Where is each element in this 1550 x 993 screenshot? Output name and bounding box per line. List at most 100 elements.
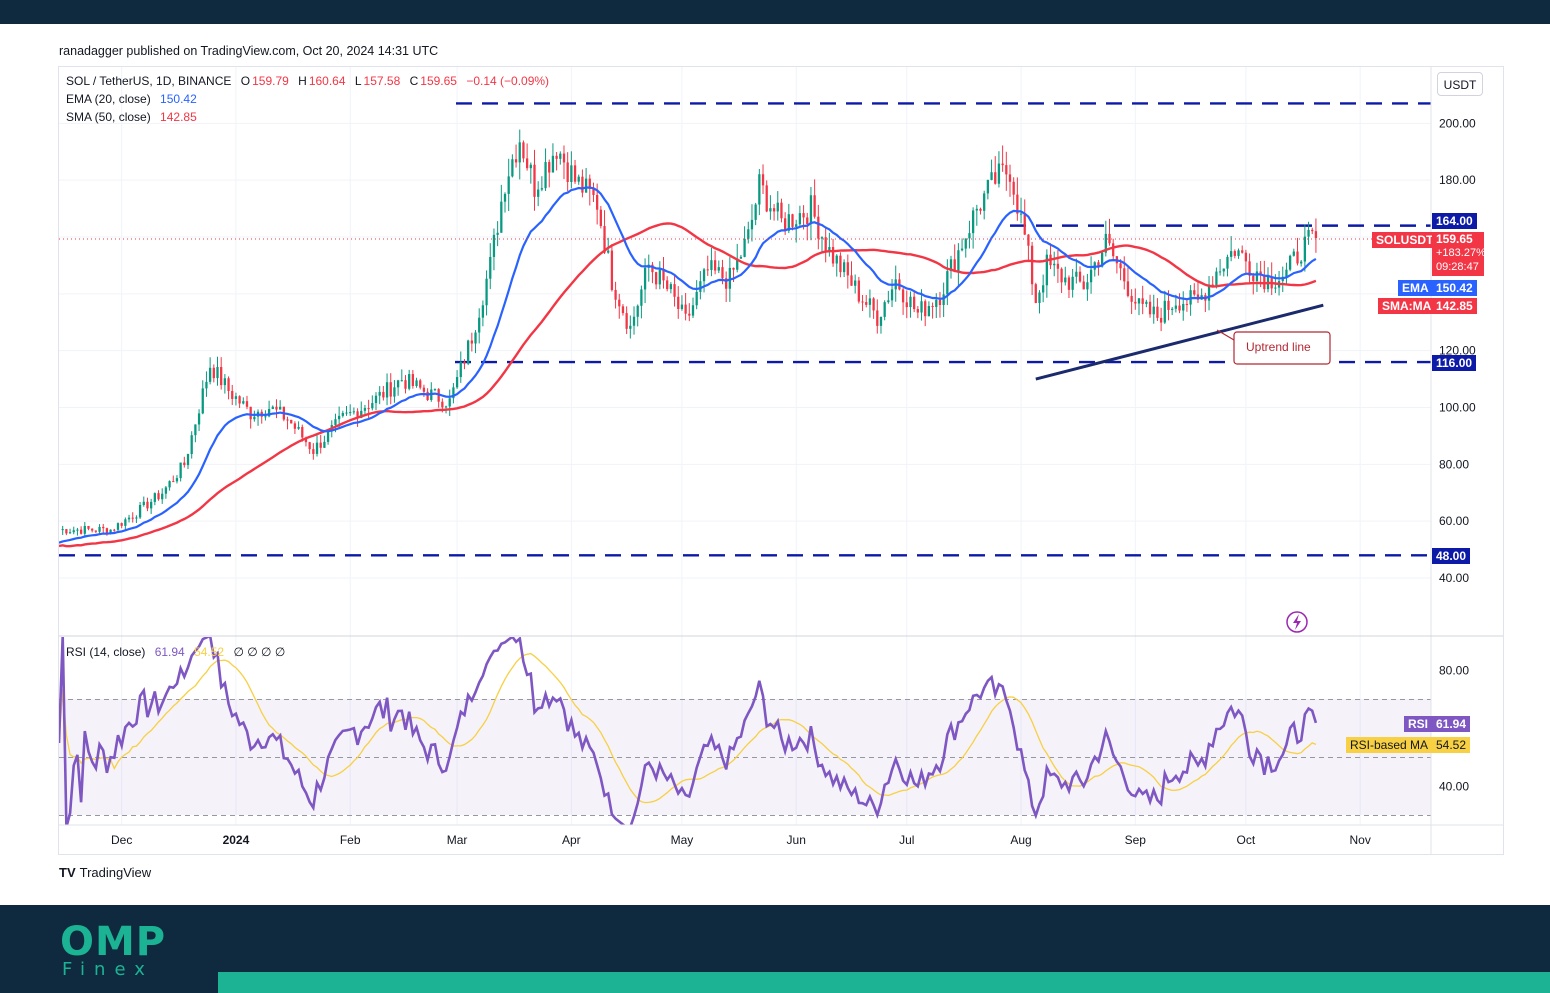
candle-body bbox=[341, 412, 344, 416]
legend-rsi[interactable]: RSI (14, close) 61.94 54.52 ∅ ∅ ∅ ∅ bbox=[66, 645, 285, 659]
candle-body bbox=[1056, 263, 1060, 269]
candle-body bbox=[408, 374, 411, 389]
candle-body bbox=[706, 269, 709, 271]
candle-body bbox=[1193, 290, 1196, 295]
candle-body bbox=[673, 284, 676, 297]
candle-body bbox=[459, 361, 462, 378]
candle-body bbox=[371, 403, 374, 409]
candle-body bbox=[1248, 261, 1251, 276]
candle-body bbox=[205, 381, 208, 389]
candle-body bbox=[1311, 229, 1314, 232]
candle-body bbox=[293, 423, 297, 429]
candle-body bbox=[1233, 251, 1236, 256]
candle-body bbox=[831, 247, 835, 264]
uptrend-line[interactable] bbox=[1035, 303, 1324, 381]
candle-body bbox=[242, 401, 245, 404]
candle-body bbox=[555, 155, 558, 159]
candle-body bbox=[658, 269, 661, 285]
candle-body bbox=[1112, 243, 1115, 257]
candle-body bbox=[1237, 250, 1240, 256]
logo-main-text: OMP bbox=[60, 919, 167, 965]
candle-body bbox=[1108, 233, 1111, 244]
candle-body bbox=[452, 387, 455, 399]
candle-body bbox=[161, 493, 164, 500]
candle-body bbox=[220, 367, 223, 386]
candle-body bbox=[533, 164, 536, 197]
candle-body bbox=[1030, 245, 1034, 285]
open-label: O bbox=[240, 74, 251, 88]
candle-body bbox=[949, 259, 953, 272]
candle-body bbox=[743, 238, 746, 257]
candle-body bbox=[765, 185, 768, 212]
chart-frame bbox=[58, 66, 1504, 855]
support-mid-label: 116.00 bbox=[1432, 355, 1477, 371]
candle-body bbox=[315, 442, 319, 454]
close-label: C bbox=[409, 74, 419, 88]
candle-body bbox=[400, 380, 403, 382]
candle-body bbox=[728, 267, 731, 289]
candle-body bbox=[924, 301, 927, 317]
candle-body bbox=[1307, 229, 1310, 237]
currency-button[interactable]: USDT bbox=[1437, 72, 1483, 96]
candle-body bbox=[98, 526, 101, 532]
legend-sma[interactable]: SMA (50, close) 142.85 bbox=[66, 110, 197, 124]
candle-body bbox=[124, 519, 127, 526]
candle-body bbox=[234, 396, 238, 399]
candle-body bbox=[776, 202, 779, 212]
candle-body bbox=[540, 188, 544, 190]
candle-body bbox=[699, 281, 702, 292]
candle-body bbox=[562, 153, 566, 163]
candle-body bbox=[1226, 256, 1229, 269]
candle-body bbox=[1296, 251, 1299, 264]
candle-body bbox=[1001, 163, 1004, 166]
candle-body bbox=[1230, 251, 1233, 257]
candle-body bbox=[625, 313, 628, 329]
candle-body bbox=[971, 210, 975, 234]
candle-body bbox=[135, 517, 138, 519]
candle-body bbox=[986, 179, 990, 194]
candle-body bbox=[732, 267, 735, 270]
candle-body bbox=[813, 195, 816, 217]
uptrend-annotation[interactable]: Uptrend line bbox=[1216, 329, 1331, 365]
candle-body bbox=[643, 267, 647, 290]
candle-body bbox=[787, 214, 790, 231]
x-tick-label: 2024 bbox=[223, 833, 250, 847]
candle-body bbox=[304, 437, 308, 443]
candle-body bbox=[1159, 317, 1163, 323]
x-tick-label: Apr bbox=[562, 833, 581, 847]
candle-body bbox=[684, 304, 687, 314]
candle-body bbox=[868, 298, 872, 305]
candle-body bbox=[1008, 174, 1012, 182]
lightning-icon[interactable] bbox=[1286, 611, 1308, 633]
candle-body bbox=[577, 176, 580, 182]
rsi-legend-extra: ∅ ∅ ∅ ∅ bbox=[233, 645, 286, 659]
candle-body bbox=[138, 505, 142, 518]
candle-body bbox=[267, 408, 271, 417]
candle-body bbox=[677, 296, 680, 309]
candle-body bbox=[1141, 298, 1144, 304]
candle-body bbox=[596, 194, 599, 210]
candle-body bbox=[1207, 284, 1211, 301]
candle-body bbox=[227, 378, 230, 391]
candle-body bbox=[1218, 271, 1222, 273]
candle-body bbox=[164, 487, 168, 494]
candle-body bbox=[444, 406, 448, 408]
legend-ema[interactable]: EMA (20, close) 150.42 bbox=[66, 92, 197, 106]
candle-body bbox=[1075, 271, 1078, 277]
sma-tag: SMA:MA bbox=[1378, 298, 1436, 314]
candle-body bbox=[404, 380, 407, 389]
sma-legend-value: 142.85 bbox=[160, 110, 197, 124]
candle-body bbox=[1016, 194, 1019, 214]
candle-body bbox=[525, 158, 529, 169]
rsi-price-label: 61.94 bbox=[1432, 716, 1471, 732]
candle-body bbox=[750, 219, 754, 230]
tradingview-footer[interactable]: TV TradingView bbox=[59, 865, 151, 880]
rsi-ma-tag: RSI-based MA bbox=[1346, 737, 1433, 753]
candle-body bbox=[1185, 303, 1189, 305]
price-change-pct: +183.27% bbox=[1436, 247, 1486, 259]
candle-body bbox=[1303, 236, 1307, 262]
legend-symbol[interactable]: SOL / TetherUS, 1D, BINANCE bbox=[66, 74, 232, 88]
omp-finex-logo: OMP Finex bbox=[60, 920, 180, 982]
candle-body bbox=[105, 528, 109, 534]
candle-body bbox=[1064, 277, 1067, 283]
